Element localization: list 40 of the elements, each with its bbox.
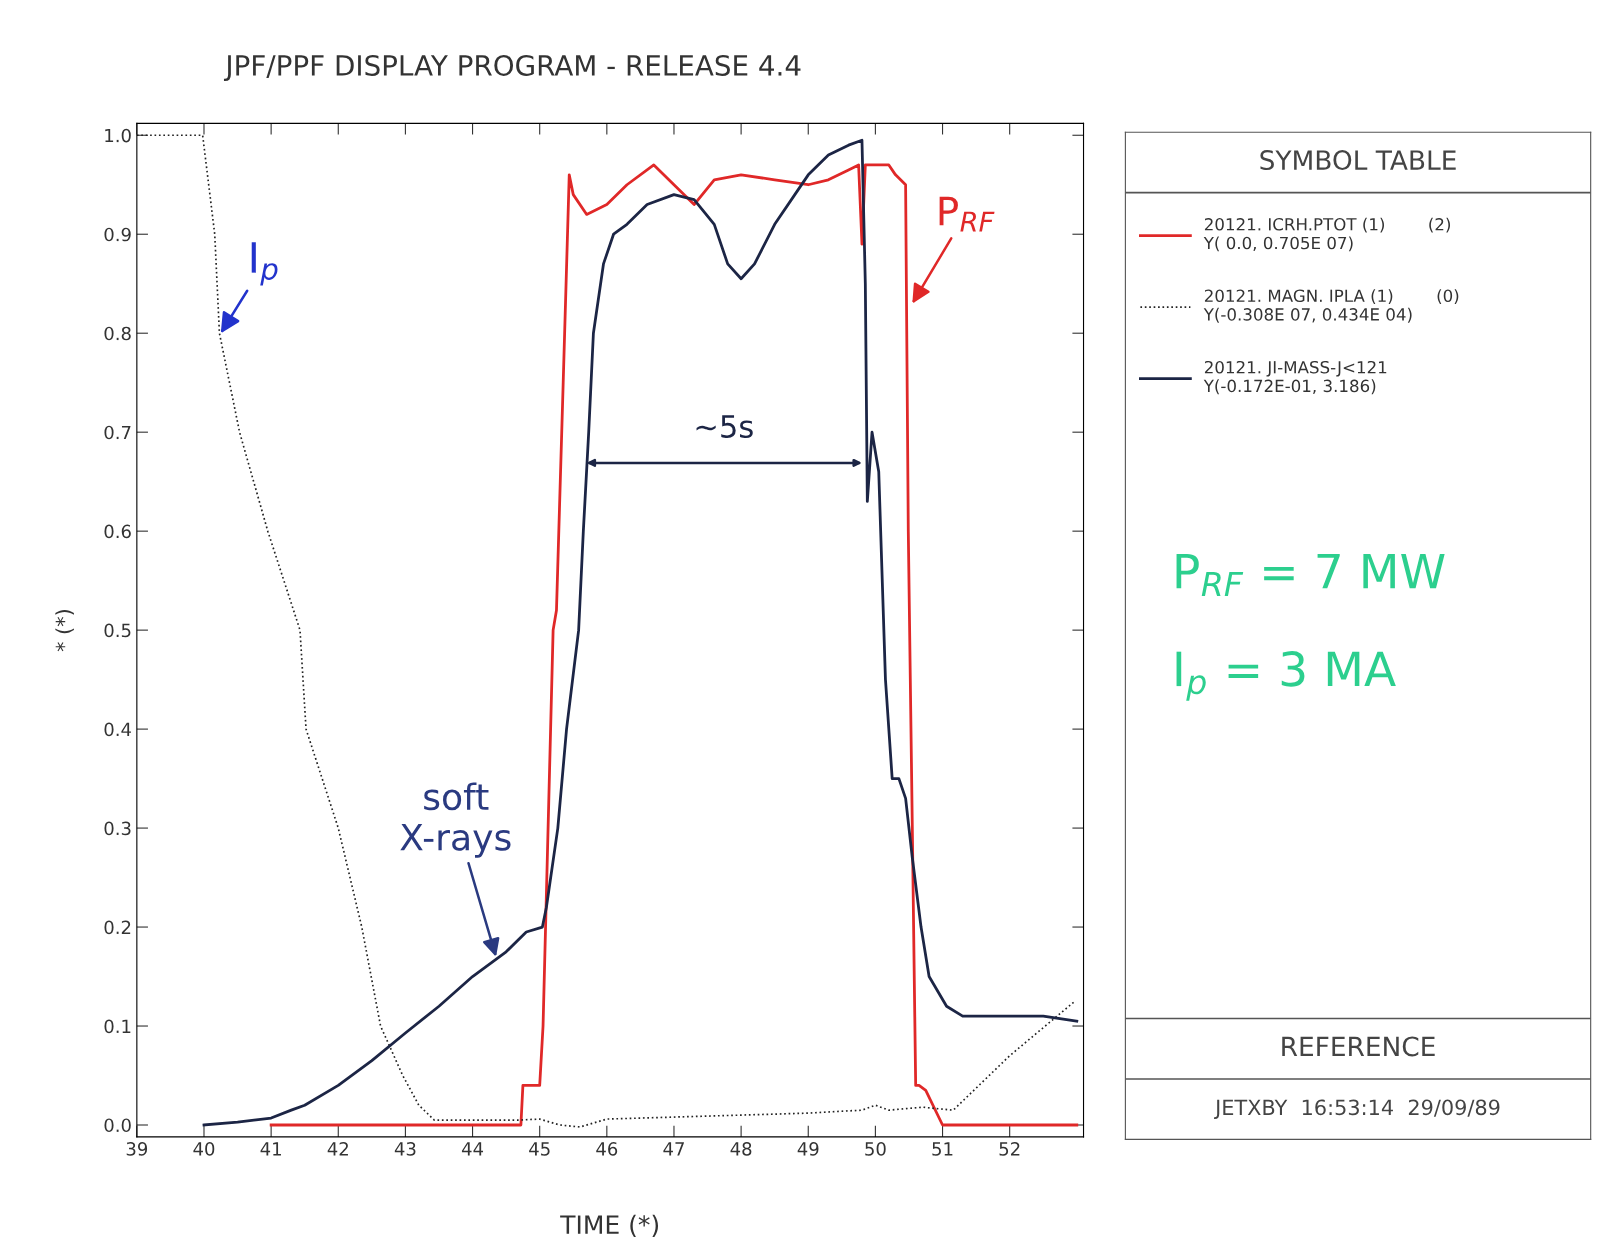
- y-tick-label: 0.2: [104, 920, 131, 935]
- text: REFERENCE: [1282, 1036, 1435, 1057]
- x-tick-label: 41: [260, 1142, 281, 1156]
- legend-label: 20121. JI-MASS-J<121 Y(-0.172E-01, 3.186): [1203, 360, 1387, 395]
- x-tick-label: 44: [461, 1142, 484, 1156]
- x-tick-label: 45: [529, 1142, 550, 1156]
- y-tick-label: 0.5: [104, 623, 131, 638]
- x-tick-label: 48: [730, 1142, 752, 1156]
- x-tick-label: 52: [999, 1142, 1020, 1156]
- x-tick-label: 46: [596, 1142, 618, 1156]
- annotation: P$_{RF}$: [939, 196, 995, 232]
- x-tick-label: 43: [394, 1142, 416, 1156]
- text: JETXBY 16:53:14 29/09/89: [1214, 1099, 1500, 1120]
- y-tick-label: 0.0: [104, 1118, 131, 1133]
- x-tick-label: 51: [932, 1142, 953, 1156]
- y-tick-label: 0.8: [104, 326, 131, 341]
- y-tick-label: 0.1: [104, 1019, 131, 1034]
- y-tick-label: 0.6: [104, 524, 131, 539]
- annotation: ~5s: [696, 415, 753, 438]
- x-tick-label: 49: [797, 1142, 819, 1156]
- legend-label: 20121. MAGN. IPLA (1) (0) Y(-0.308E 07, 0.434E 04): [1203, 289, 1459, 323]
- y-axis-title: * (*): [55, 610, 74, 652]
- text: P$_{RF}$ = 7 MW: [1176, 553, 1445, 597]
- chart-title: JPF/PPF DISPLAY PROGRAM - RELEASE 4.4: [223, 54, 801, 82]
- text: I$_{p}$ = 3 MA: [1176, 651, 1396, 701]
- y-tick-label: 1.0: [105, 128, 131, 143]
- legend-title: SYMBOL TABLE: [1260, 150, 1456, 171]
- x-tick-label: 47: [663, 1142, 684, 1156]
- x-tick-label: 39: [126, 1142, 148, 1156]
- annotation: I$_{p}$: [251, 242, 278, 286]
- x-tick-label: 50: [865, 1142, 886, 1156]
- x-axis-title: TIME (*): [560, 1214, 659, 1238]
- x-tick-label: 40: [193, 1142, 215, 1156]
- y-tick-label: 0.3: [104, 821, 131, 836]
- legend-label: 20121. ICRH.PTOT (1) (2) Y( 0.0, 0.705E 07): [1203, 217, 1451, 252]
- annotation: soft X-rays: [400, 782, 511, 858]
- y-tick-label: 0.7: [104, 425, 131, 440]
- x-tick-label: 42: [327, 1142, 348, 1156]
- y-tick-label: 0.4: [104, 722, 131, 737]
- y-tick-label: 0.9: [104, 227, 131, 242]
